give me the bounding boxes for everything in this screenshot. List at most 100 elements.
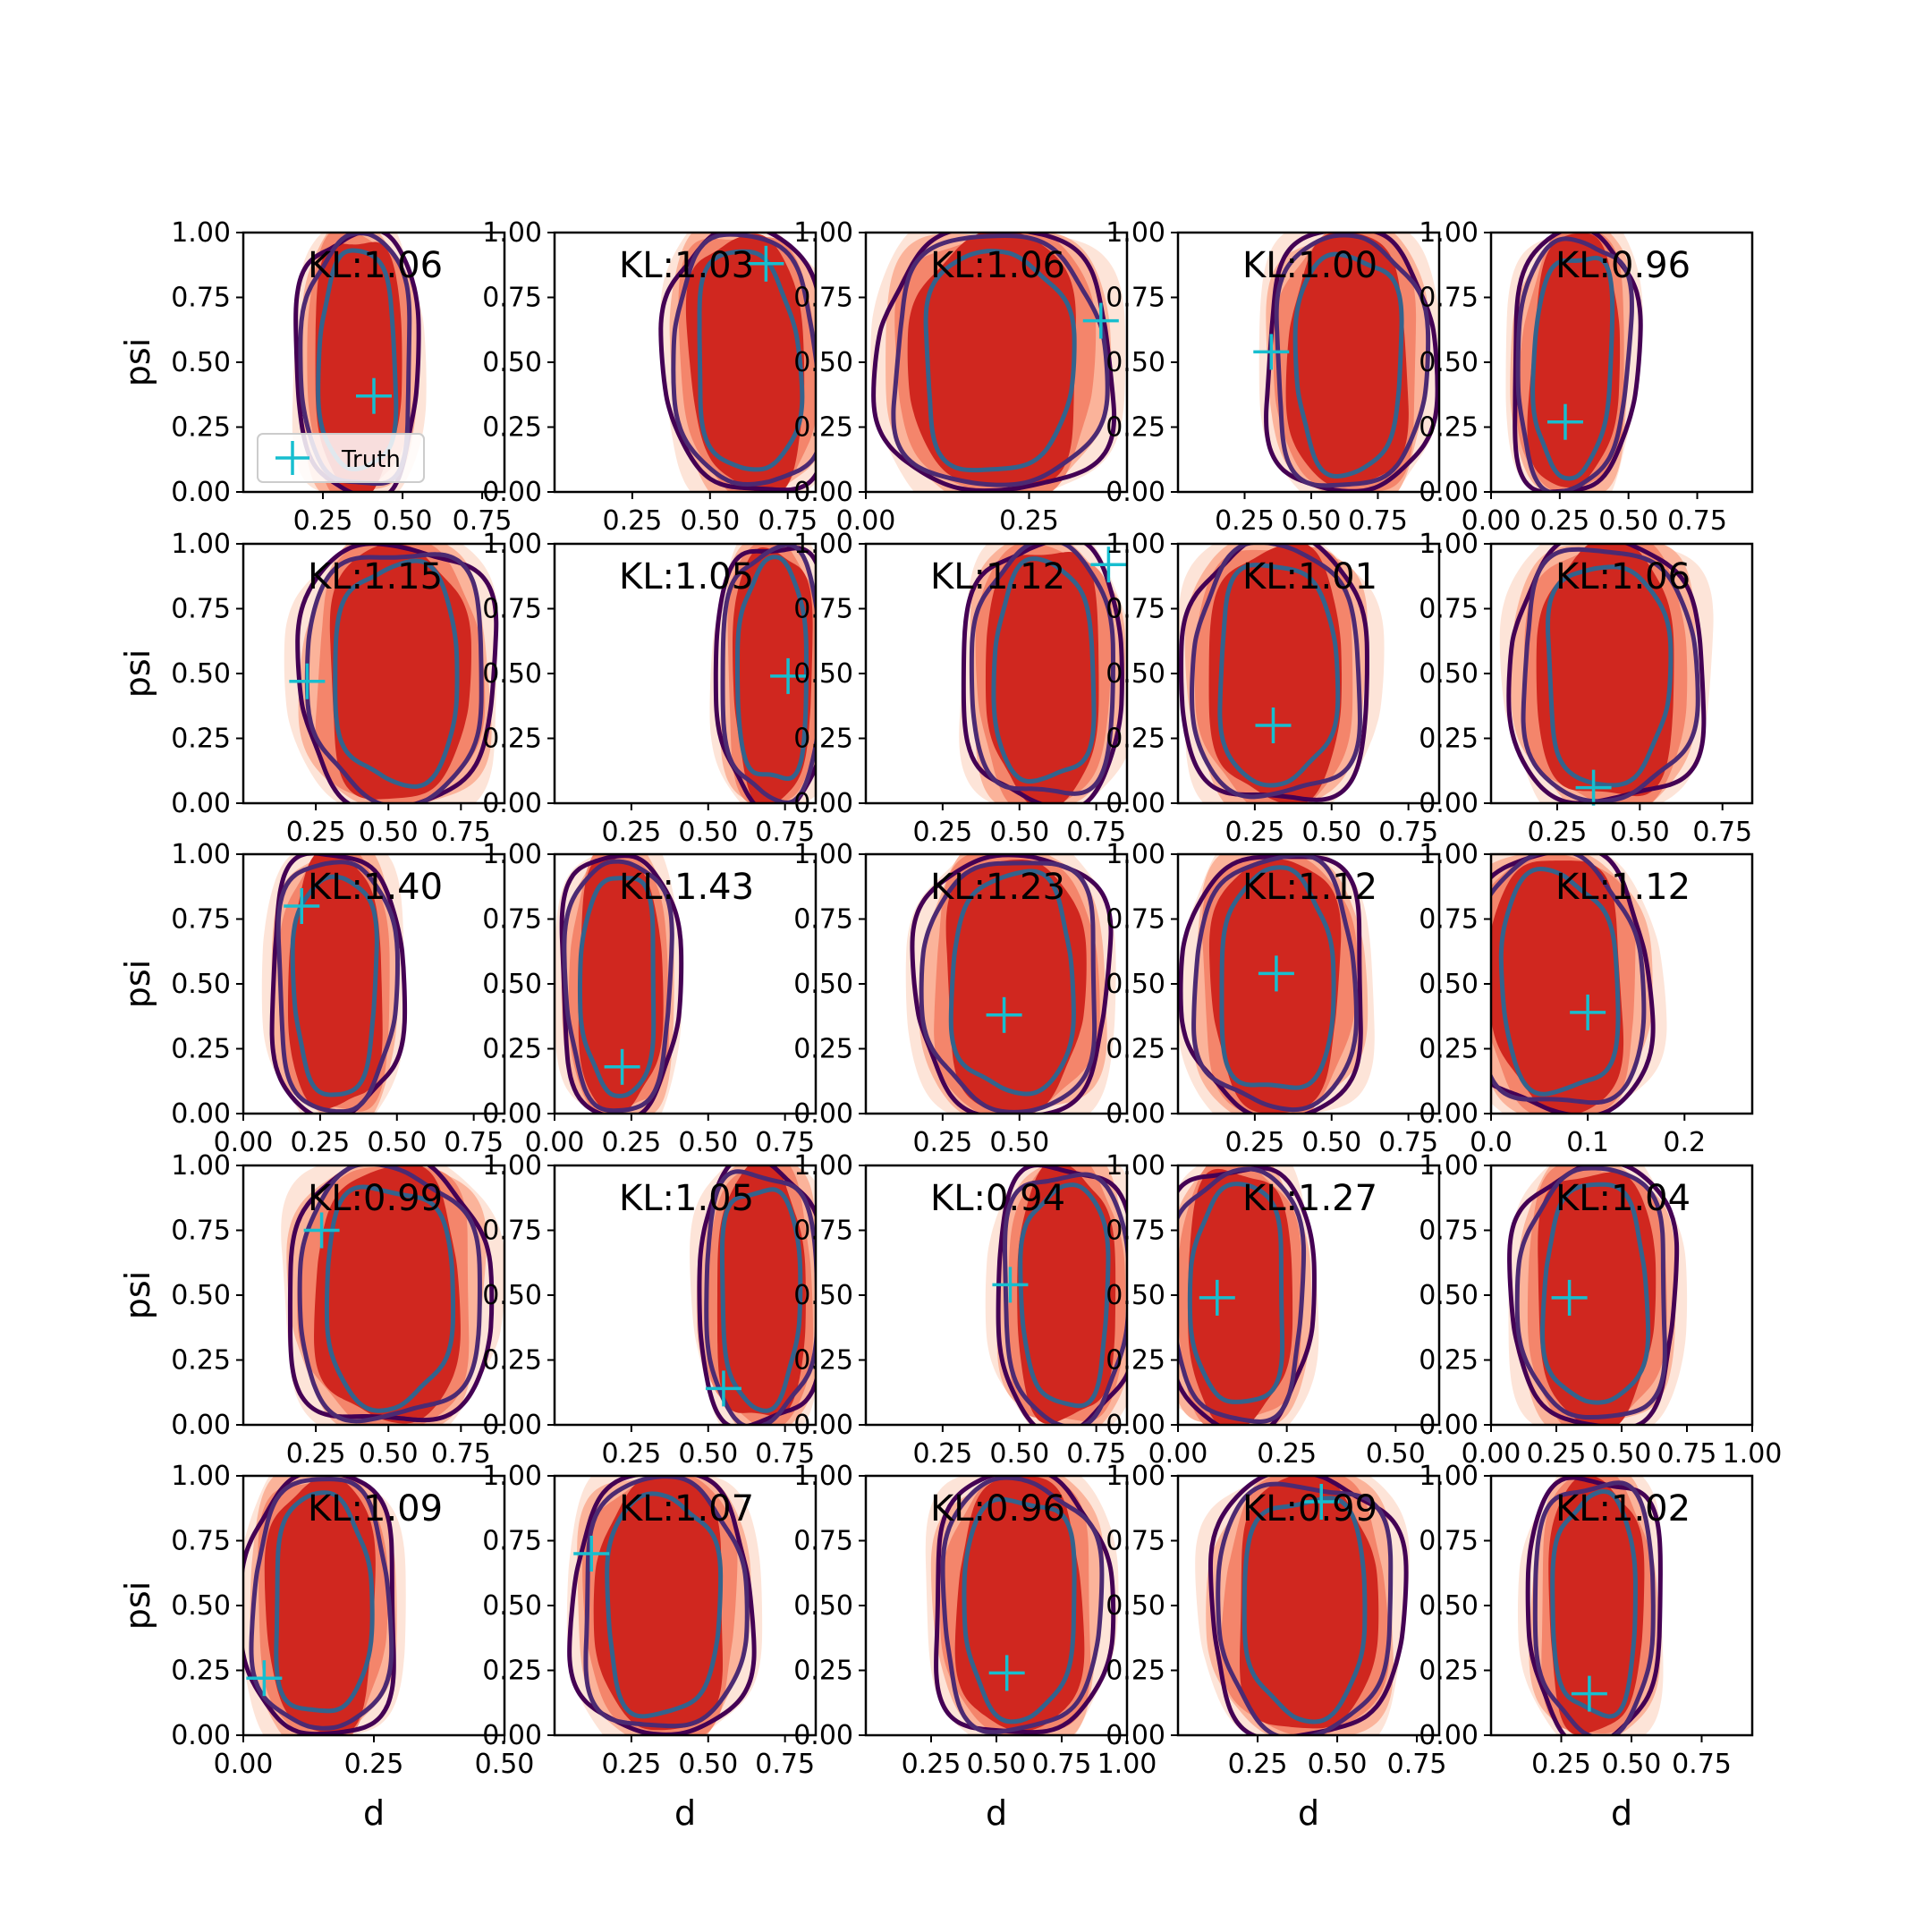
y-tick-label: 0.50 xyxy=(793,658,853,690)
kl-annotation: KL:1.00 xyxy=(1242,245,1377,286)
panel-plot-area xyxy=(709,544,816,803)
x-tick-label: 0.25 xyxy=(286,1438,346,1470)
contour-inner xyxy=(734,555,809,782)
contour-inner xyxy=(605,1491,724,1719)
y-tick-label: 0.75 xyxy=(482,904,542,936)
contour-outer xyxy=(961,544,1124,803)
x-tick-label: 0.50 xyxy=(1610,817,1670,848)
y-tick-label: 1.00 xyxy=(1419,217,1479,249)
contour-mid xyxy=(671,233,816,487)
x-tick-label: 0.25 xyxy=(1528,817,1588,848)
y-tick-label: 0.00 xyxy=(793,1720,853,1751)
x-axis-label: d xyxy=(1298,1793,1319,1833)
y-tick-label: 0.25 xyxy=(793,1034,853,1065)
panel-18: 0.00 0.25 0.50 0.75 1.00 0.25 0.50 0.75 KL:0.94 xyxy=(793,1150,1129,1470)
y-tick-label: 0.00 xyxy=(1419,1720,1479,1751)
x-tick-label: 0.50 xyxy=(475,1749,535,1780)
y-tick-label: 1.00 xyxy=(1419,529,1479,560)
y-axis-label: psi xyxy=(118,338,157,386)
x-tick-label: 1.00 xyxy=(1723,1438,1783,1470)
x-tick-label: 0.50 xyxy=(359,1438,419,1470)
contour-outer xyxy=(871,233,1117,492)
contour-outer xyxy=(1264,233,1439,492)
x-tick-label: 0.00 xyxy=(1462,1438,1521,1470)
y-tick-label: 0.50 xyxy=(482,1590,542,1622)
y-tick-label: 0.50 xyxy=(1106,1280,1165,1311)
contour-mid xyxy=(1216,1481,1394,1735)
kl-annotation: KL:1.05 xyxy=(619,1178,754,1219)
x-tick-label: 0.2 xyxy=(1663,1127,1706,1158)
x-tick-label: 0.75 xyxy=(758,505,818,537)
x-axis-label: d xyxy=(363,1793,385,1833)
y-tick-label: 0.50 xyxy=(1106,658,1165,690)
density-fill-core xyxy=(954,1476,1085,1732)
panel-17: 0.00 0.25 0.50 0.75 1.00 0.25 0.50 0.75 KL:1.05 xyxy=(482,1150,818,1470)
kl-annotation: KL:1.23 xyxy=(930,867,1065,908)
x-tick-label: 0.25 xyxy=(1228,1749,1288,1780)
density-fill-core xyxy=(985,551,1099,803)
density-fill-core xyxy=(1548,1476,1645,1735)
contour-inner xyxy=(1540,1182,1651,1405)
y-tick-label: 0.25 xyxy=(793,1345,853,1377)
x-tick-label: 0.25 xyxy=(601,1438,661,1470)
y-tick-label: 0.75 xyxy=(1419,1216,1479,1247)
y-tick-label: 1.00 xyxy=(171,1461,231,1492)
kl-annotation: KL:0.99 xyxy=(308,1178,443,1219)
x-axis-label: d xyxy=(986,1793,1007,1833)
kl-annotation: KL:0.96 xyxy=(930,1488,1065,1530)
contour-inner xyxy=(923,249,1077,473)
contour-outer xyxy=(1178,854,1363,1114)
y-tick-label: 1.00 xyxy=(793,1150,853,1182)
panel-23: 0.000.250.500.751.000.25 0.50 0.75 1.00KL:0… xyxy=(793,1461,1157,1833)
panel-11: 0.00 0.25 0.50 0.75 1.00 0.00 0.25 0.50 0.75 KL:1… xyxy=(118,839,506,1158)
contour-inner xyxy=(1292,251,1404,479)
y-tick-label: 1.00 xyxy=(1106,1461,1165,1492)
y-tick-label: 0.25 xyxy=(482,1345,542,1377)
x-tick-label: 0.00 xyxy=(214,1127,274,1158)
contour-inner xyxy=(991,556,1097,784)
y-tick-label: 0.00 xyxy=(482,1098,542,1130)
contour-inner xyxy=(290,874,379,1097)
y-tick-label: 0.00 xyxy=(171,1720,231,1751)
y-tick-label: 0.75 xyxy=(1106,1216,1165,1247)
y-tick-label: 0.50 xyxy=(482,658,542,690)
y-tick-label: 1.00 xyxy=(171,1150,231,1182)
y-tick-label: 0.00 xyxy=(793,1098,853,1130)
density-fill-core xyxy=(716,1165,806,1417)
x-tick-label: 0.50 xyxy=(989,817,1049,848)
y-tick-label: 0.50 xyxy=(171,969,231,1000)
y-tick-label: 1.00 xyxy=(482,839,542,870)
x-tick-label: 0.00 xyxy=(1148,1438,1208,1470)
x-tick-label: 0.25 xyxy=(344,1749,404,1780)
contour-inner xyxy=(274,1490,375,1714)
panel-plot-area xyxy=(1507,1165,1688,1425)
contour-inner xyxy=(1241,1496,1368,1724)
x-tick-label: 0.50 xyxy=(1301,1127,1361,1158)
x-tick-label: 0.50 xyxy=(359,817,419,848)
x-tick-label: 0.75 xyxy=(1378,817,1438,848)
y-tick-label: 0.50 xyxy=(1419,658,1479,690)
contour-mid xyxy=(1274,233,1431,488)
panel-25: 0.00 0.25 0.50 0.75 1.00 0.25 0.50 0.75 KL:1.02 d xyxy=(1419,1461,1754,1833)
contour-outer xyxy=(295,544,499,803)
contour-mid xyxy=(1178,1166,1307,1425)
x-tick-label: 0.50 xyxy=(1592,1438,1652,1470)
x-tick-label: 0.25 xyxy=(286,817,346,848)
y-tick-label: 0.50 xyxy=(1419,1590,1479,1622)
density-fill-core xyxy=(907,233,1076,487)
x-tick-label: 0.75 xyxy=(1667,505,1727,537)
x-tick-label: 0.25 xyxy=(601,1749,661,1780)
x-tick-label: 0.25 xyxy=(1215,505,1275,537)
y-tick-label: 0.50 xyxy=(1106,1590,1165,1622)
y-tick-label: 0.75 xyxy=(1419,594,1479,625)
density-fill-core xyxy=(1536,544,1674,797)
y-tick-label: 0.00 xyxy=(1106,477,1165,508)
kl-annotation: KL:0.99 xyxy=(1242,1488,1377,1530)
y-tick-label: 0.75 xyxy=(793,283,853,314)
x-tick-label: 0.25 xyxy=(601,1127,661,1158)
x-tick-label: 0.50 xyxy=(678,1749,738,1780)
x-tick-label: 0.25 xyxy=(603,505,663,537)
y-tick-label: 0.50 xyxy=(482,347,542,378)
y-tick-label: 0.50 xyxy=(482,969,542,1000)
